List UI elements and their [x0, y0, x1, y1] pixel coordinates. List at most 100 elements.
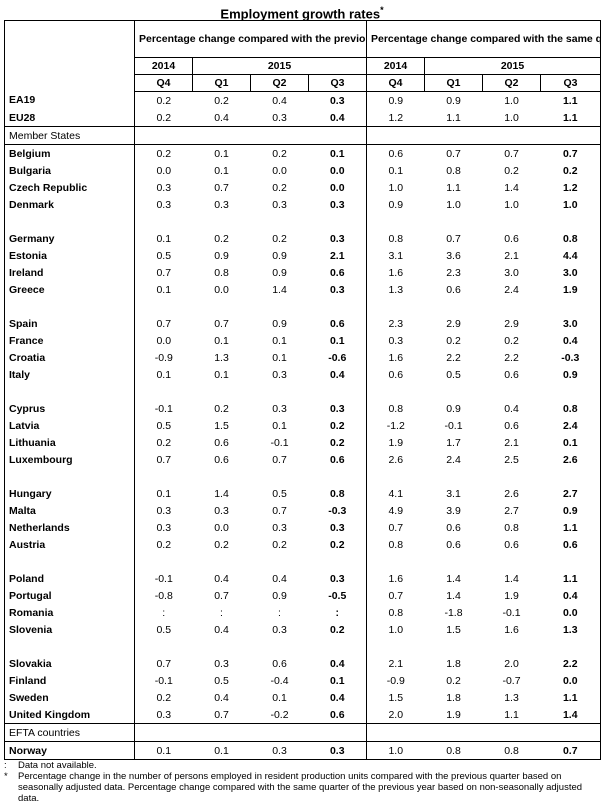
value-cell: 1.4	[540, 706, 602, 724]
value-cell: 2.9	[446, 317, 461, 330]
value-cell: 2.2	[446, 351, 461, 364]
empty-cell	[540, 213, 602, 230]
value-cell: -0.1	[444, 419, 463, 432]
value-cell: 0.9	[272, 317, 287, 330]
empty-cell	[424, 126, 483, 145]
value-cell: 0.4	[272, 572, 287, 585]
value-cell: 0.6	[504, 232, 519, 245]
value-cell: 0.8	[504, 521, 519, 534]
value-cell: 0.6	[388, 368, 404, 381]
value-cell: -1.2	[386, 419, 405, 432]
table-row: Ireland 0.7 0.8 0.9 0.6 1.6 2.3 3.0 3.0	[4, 264, 602, 281]
table-row: Spain 0.7 0.7 0.9 0.6 2.3 2.9 2.9 3.0	[4, 315, 602, 332]
header-year-2015-yoy: 2015	[424, 57, 602, 75]
value-cell: 0.5	[156, 623, 172, 636]
empty-cell	[192, 126, 251, 145]
country-name: Latvia	[4, 417, 135, 434]
value-cell: 0.3	[272, 521, 287, 534]
value-cell: 0.4	[540, 332, 602, 349]
country-name: France	[4, 332, 135, 349]
value-cell: 0.1	[272, 334, 287, 347]
value-cell: 1.1	[540, 570, 602, 587]
value-cell: -1.8	[444, 606, 463, 619]
empty-cell	[367, 298, 425, 315]
value-cell: -0.9	[386, 674, 405, 687]
empty-cell	[193, 383, 251, 400]
spacer-row	[4, 553, 602, 570]
table-row: Latvia 0.5 1.5 0.1 0.2 -1.2 -0.1 0.6 2.4	[4, 417, 602, 434]
value-cell: 0.5	[156, 249, 172, 262]
value-cell: -0.2	[270, 708, 289, 721]
empty-cell	[308, 298, 367, 315]
empty-cell	[540, 383, 602, 400]
value-cell: 0.3	[156, 181, 172, 194]
empty-cell	[367, 553, 425, 570]
footnote-text: Data not available.	[18, 760, 97, 771]
value-cell: 0.5	[446, 368, 461, 381]
value-cell: 0.6	[540, 536, 602, 553]
value-cell: 0.2	[156, 436, 172, 449]
value-cell: :	[220, 606, 223, 619]
value-cell: 0.4	[540, 587, 602, 604]
empty-cell	[483, 553, 541, 570]
header-q1-qoq: Q1	[192, 74, 251, 92]
value-cell: 4.9	[388, 504, 404, 517]
table-row: Norway 0.1 0.1 0.3 0.3 1.0 0.8 0.8 0.7	[4, 741, 602, 760]
value-cell: 1.0	[504, 198, 519, 211]
country-name: Germany	[4, 230, 135, 247]
empty-cell	[250, 723, 309, 742]
spacer-row	[4, 213, 602, 230]
value-cell: 0.5	[156, 419, 172, 432]
header-group-yoy: Percentage change compared with the same…	[366, 20, 602, 58]
country-name: EA19	[4, 91, 135, 109]
value-cell: 0.6	[308, 315, 367, 332]
table-row: Estonia 0.5 0.9 0.9 2.1 3.1 3.6 2.1 4.4	[4, 247, 602, 264]
value-cell: 0.1	[156, 232, 172, 245]
value-cell: 0.7	[446, 147, 461, 160]
country-name: Netherlands	[4, 519, 135, 536]
country-name: Malta	[4, 502, 135, 519]
employment-table: Percentage change compared with the prev…	[4, 20, 602, 760]
value-cell: 0.7	[388, 589, 404, 602]
value-cell: 3.0	[540, 315, 602, 332]
value-cell: 0.3	[308, 196, 367, 213]
country-name: Norway	[4, 741, 135, 760]
country-name: Ireland	[4, 264, 135, 281]
value-cell: 1.0	[388, 181, 404, 194]
value-cell: -0.9	[154, 351, 173, 364]
value-cell: 0.3	[250, 741, 309, 760]
value-cell: 1.1	[504, 708, 519, 721]
value-cell: 0.2	[446, 674, 461, 687]
empty-cell	[483, 298, 541, 315]
table-row: Portugal -0.8 0.7 0.9 -0.5 0.7 1.4 1.9 0.4	[4, 587, 602, 604]
value-cell: 0.9	[272, 266, 287, 279]
value-cell: 3.1	[446, 487, 461, 500]
table-row: Sweden 0.2 0.4 0.1 0.4 1.5 1.8 1.3 1.1	[4, 689, 602, 706]
value-cell: 0.1	[156, 487, 172, 500]
country-name: Slovakia	[4, 655, 135, 672]
value-cell: 0.3	[156, 708, 172, 721]
country-name: Czech Republic	[4, 179, 135, 196]
value-cell: 1.0	[388, 623, 404, 636]
table-row: Netherlands 0.3 0.0 0.3 0.3 0.7 0.6 0.8 1.1	[4, 519, 602, 536]
value-cell: 0.6	[214, 453, 229, 466]
table-row: Bulgaria 0.0 0.1 0.0 0.0 0.1 0.8 0.2 0.2	[4, 162, 602, 179]
value-cell: 0.6	[308, 451, 367, 468]
value-cell: 0.0	[308, 162, 367, 179]
value-cell: -0.7	[502, 674, 521, 687]
value-cell: 0.0	[272, 164, 287, 177]
value-cell: 0.2	[272, 181, 287, 194]
header-q2-yoy: Q2	[482, 74, 541, 92]
section-row: Member States	[4, 126, 602, 145]
empty-cell	[425, 298, 483, 315]
spacer-row	[4, 468, 602, 485]
value-cell: 1.1	[540, 109, 602, 127]
value-cell: 2.3	[446, 266, 461, 279]
value-cell: 0.3	[308, 741, 367, 760]
value-cell: 0.2	[156, 691, 172, 704]
value-cell: 0.7	[156, 657, 172, 670]
value-cell: 3.0	[540, 264, 602, 281]
empty-cell	[4, 383, 135, 400]
value-cell: 1.2	[388, 111, 404, 124]
value-cell: 1.5	[214, 419, 229, 432]
